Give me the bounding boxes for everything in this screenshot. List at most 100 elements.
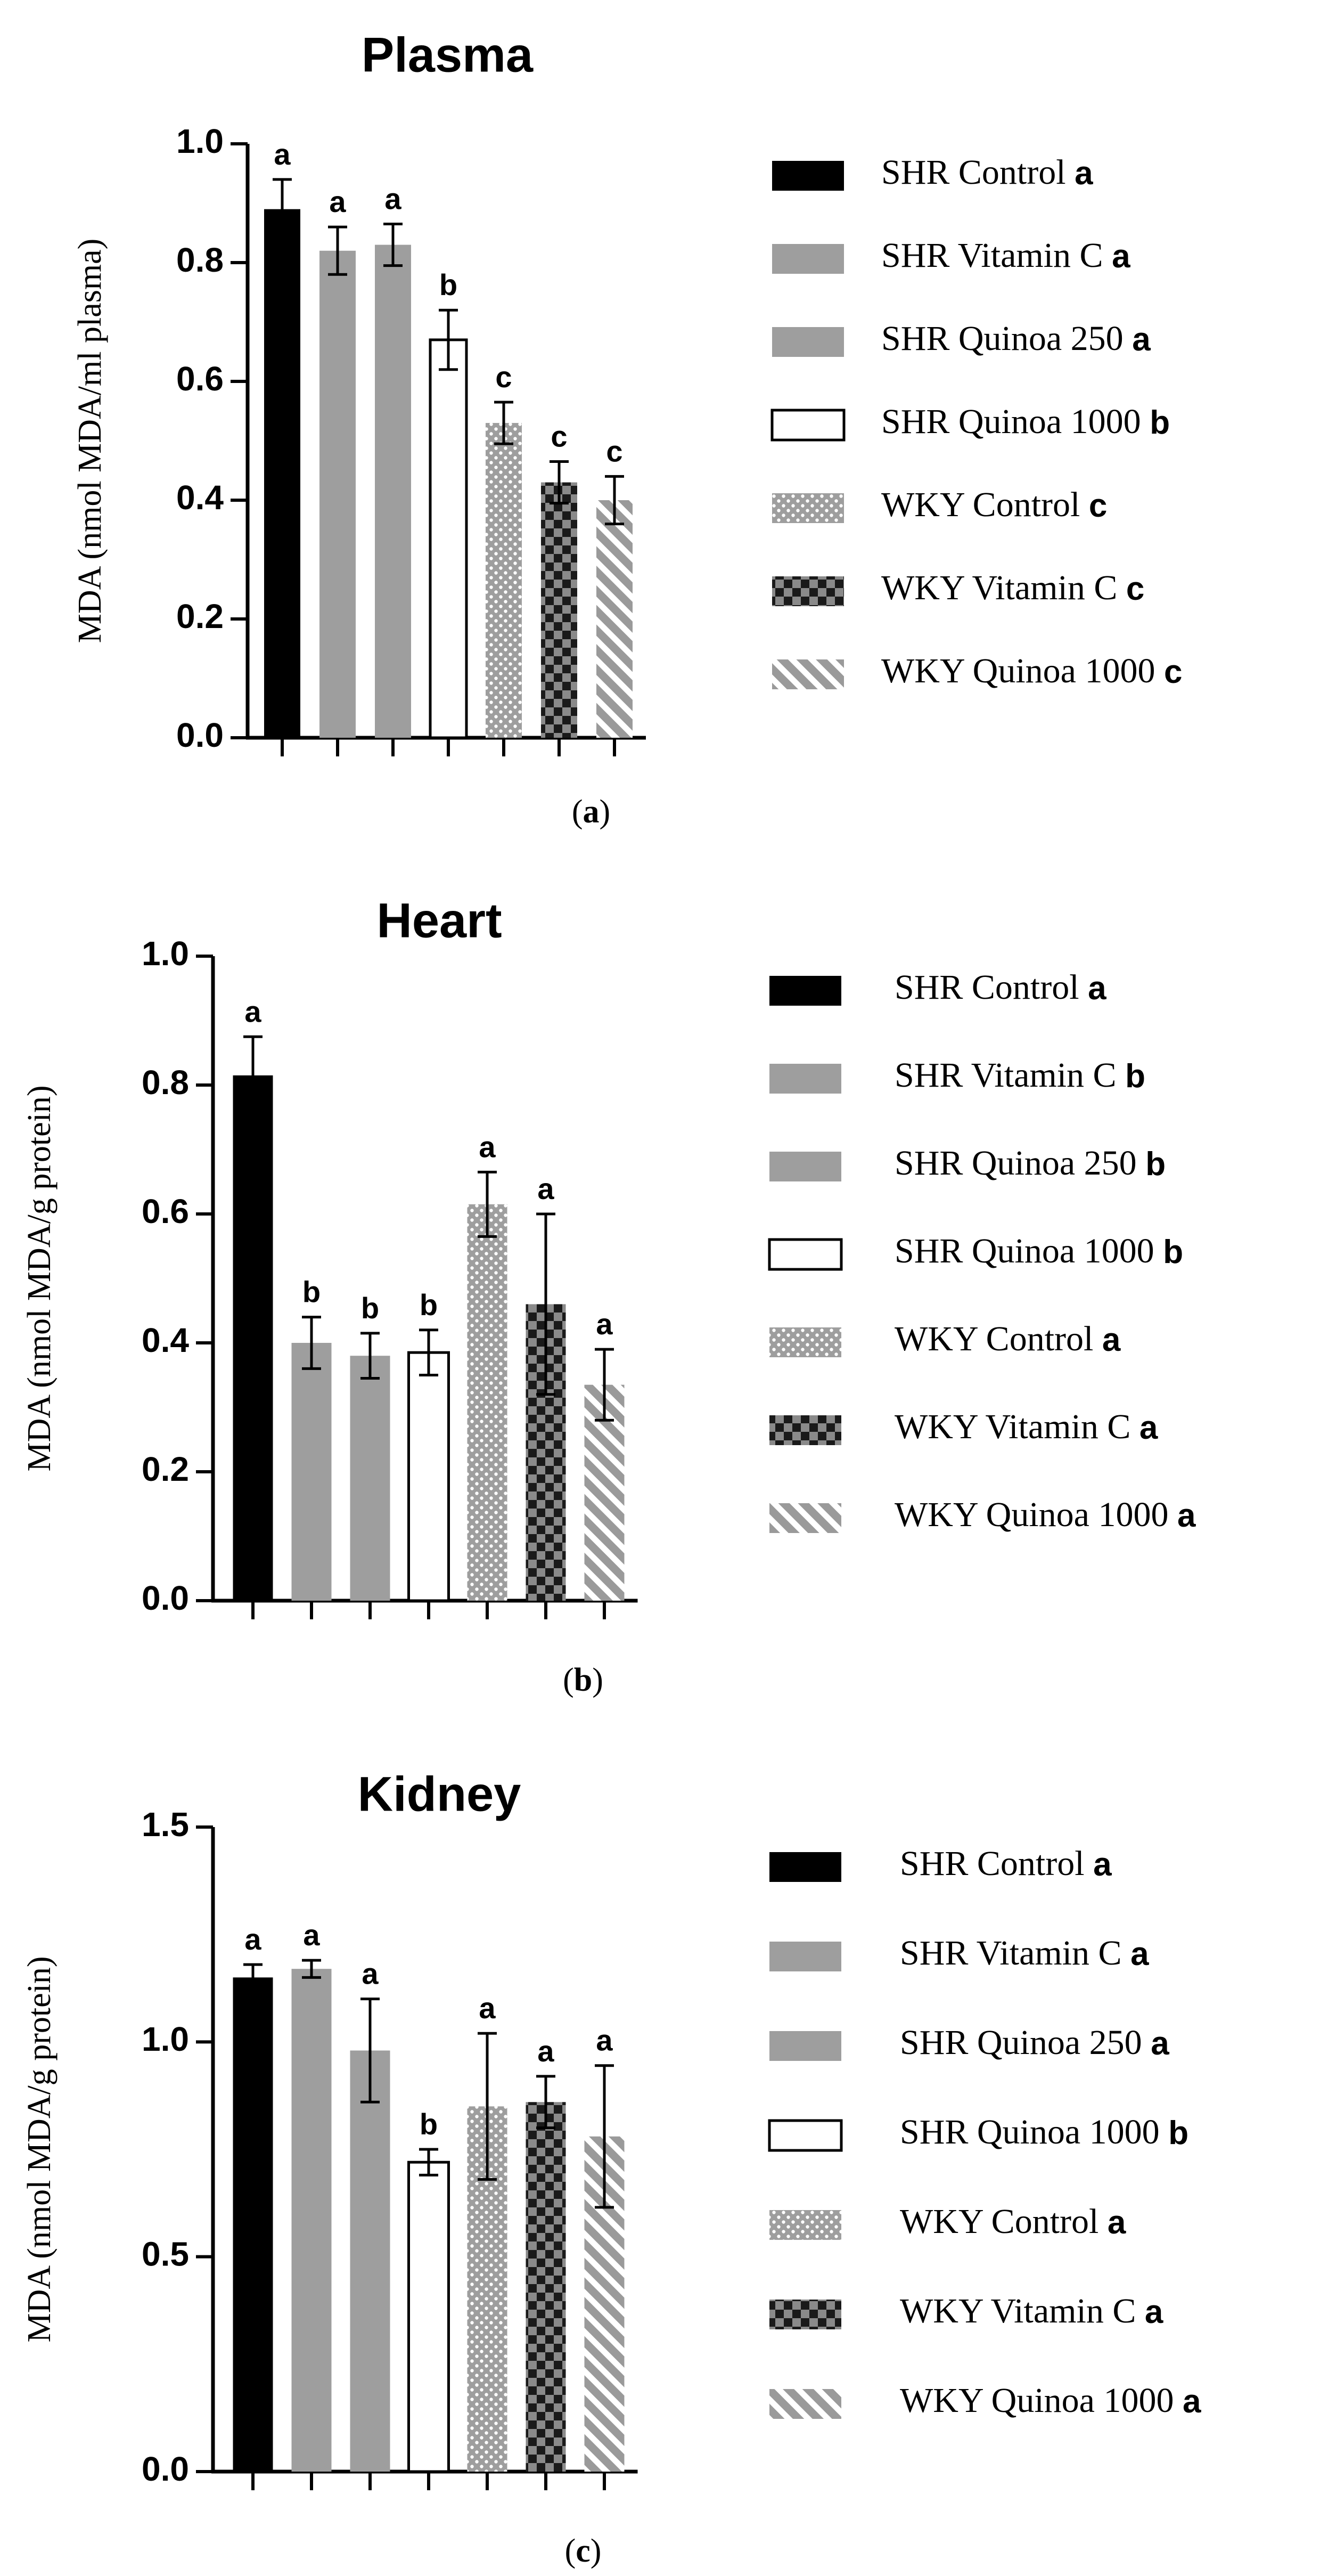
error-bar bbox=[273, 178, 292, 240]
error-bar bbox=[419, 2148, 438, 2176]
error-bar bbox=[439, 308, 458, 371]
legend-label: SHR Vitamin C a bbox=[881, 236, 1130, 275]
significance-label: c bbox=[495, 360, 512, 394]
error-bar bbox=[536, 1212, 555, 1396]
y-axis-label: MDA (nmol MDA/ml plasma) bbox=[72, 239, 108, 643]
bar-shr-quinoa-250 bbox=[375, 244, 411, 738]
y-tick-label: 0.2 bbox=[176, 597, 224, 635]
significance-label: c bbox=[606, 434, 622, 468]
y-tick-label: 0.0 bbox=[176, 716, 224, 754]
error-bar bbox=[478, 1170, 497, 1238]
significance-label: c bbox=[551, 420, 567, 453]
error-bar bbox=[595, 1348, 614, 1422]
chart-panel-plasma: Plasma MDA (nmol MDA/ml plasma) 0.0 0.2 0.4 0… bbox=[72, 28, 1182, 830]
legend-label: SHR Quinoa 1000 b bbox=[881, 402, 1170, 441]
bar-wky-control bbox=[467, 1204, 507, 1601]
legend-label: WKY Control a bbox=[900, 2202, 1126, 2241]
legend-swatch bbox=[768, 2119, 843, 2152]
bar-shr-vitamin-c bbox=[319, 250, 356, 738]
error-bar bbox=[328, 225, 347, 276]
significance-label: a bbox=[596, 1307, 613, 1341]
y-tick-label: 0.8 bbox=[142, 1063, 189, 1102]
legend-swatch bbox=[772, 327, 844, 357]
significance-label: a bbox=[537, 2034, 554, 2068]
legend-swatch bbox=[770, 409, 846, 442]
bar-shr-control bbox=[264, 209, 300, 738]
legend-swatch bbox=[769, 1852, 841, 1882]
panel-label: (a) bbox=[572, 794, 610, 830]
legend-label: SHR Quinoa 250 b bbox=[895, 1144, 1166, 1183]
legend-swatch bbox=[769, 2210, 841, 2240]
y-axis-label: MDA (nmol MDA/g protein) bbox=[21, 1085, 58, 1471]
legend-swatch bbox=[769, 2300, 841, 2329]
legend-label: SHR Vitamin C a bbox=[900, 1934, 1149, 1972]
legend-label: WKY Quinoa 1000 a bbox=[900, 2381, 1201, 2420]
error-bar bbox=[243, 1963, 263, 1992]
error-bar bbox=[360, 1332, 380, 1380]
chart-panel-heart: Heart MDA (nmol MDA/g protein) 0.0 0.2 0.4 0.… bbox=[21, 893, 1196, 1698]
legend-label: SHR Control a bbox=[900, 1844, 1112, 1883]
legend-label: WKY Vitamin C c bbox=[881, 568, 1144, 607]
legend-label: SHR Quinoa 1000 b bbox=[895, 1232, 1183, 1270]
y-tick-label: 0.6 bbox=[176, 360, 224, 398]
y-tick-label: 0.4 bbox=[176, 478, 224, 517]
error-bar bbox=[243, 1035, 263, 1115]
legend-entry-wky-vitamin-c: WKY Vitamin C a bbox=[769, 2292, 1163, 2330]
legend-label: SHR Control a bbox=[895, 968, 1106, 1007]
y-tick-label: 0.4 bbox=[142, 1321, 189, 1359]
error-bar bbox=[302, 1959, 321, 1979]
legend-label: SHR Quinoa 250 a bbox=[881, 319, 1151, 358]
legend-entry-shr-control: SHR Control a bbox=[769, 1844, 1112, 1883]
legend-entry-wky-control: WKY Control a bbox=[769, 1319, 1121, 1358]
y-tick-label: 0.8 bbox=[176, 241, 224, 279]
y-tick-label: 0.2 bbox=[142, 1450, 189, 1488]
significance-label: a bbox=[244, 994, 261, 1028]
significance-label: a bbox=[244, 1922, 261, 1956]
chart-title: Heart bbox=[376, 893, 502, 948]
legend-label: WKY Quinoa 1000 a bbox=[895, 1495, 1196, 1534]
error-bar bbox=[536, 2075, 555, 2130]
legend-label: WKY Control a bbox=[895, 1319, 1121, 1358]
y-tick-label: 0.5 bbox=[142, 2235, 189, 2273]
significance-label: a bbox=[479, 1991, 496, 2025]
legend-swatch bbox=[772, 161, 844, 191]
legend-label: SHR Control a bbox=[881, 153, 1093, 192]
significance-label: b bbox=[420, 2107, 438, 2141]
legend-entry-wky-vitamin-c: WKY Vitamin C a bbox=[769, 1407, 1158, 1446]
significance-label: a bbox=[384, 182, 401, 216]
y-tick-label: 1.5 bbox=[142, 1805, 189, 1844]
significance-label: a bbox=[537, 1172, 554, 1205]
legend-swatch bbox=[772, 493, 844, 523]
bar-shr-quinoa-1000 bbox=[429, 338, 468, 739]
panel-label: (c) bbox=[565, 2533, 602, 2569]
error-bar bbox=[302, 1316, 321, 1370]
bar-shr-control bbox=[233, 1977, 273, 2472]
legend-swatch bbox=[769, 1942, 841, 1971]
legend-entry-shr-quinoa-1000: SHR Quinoa 1000 b bbox=[768, 2113, 1188, 2152]
bar-shr-quinoa-1000 bbox=[407, 2161, 450, 2473]
y-tick-label: 0.0 bbox=[142, 2450, 189, 2488]
legend-swatch bbox=[772, 244, 844, 274]
legend-label: SHR Quinoa 1000 b bbox=[900, 2113, 1188, 2151]
legend-swatch bbox=[769, 1415, 841, 1445]
error-bar bbox=[360, 1998, 380, 2104]
legend-swatch bbox=[769, 1064, 841, 1094]
panel-label: (b) bbox=[563, 1662, 603, 1698]
legend-entry-wky-control: WKY Control a bbox=[769, 2202, 1126, 2241]
legend-entry-shr-quinoa-1000: SHR Quinoa 1000 b bbox=[768, 1232, 1183, 1271]
error-bar bbox=[478, 2032, 497, 2181]
legend-entry-wky-vitamin-c: WKY Vitamin C c bbox=[772, 568, 1144, 607]
legend-swatch bbox=[769, 976, 841, 1006]
legend-swatch bbox=[772, 659, 844, 689]
y-tick-label: 0.0 bbox=[142, 1579, 189, 1617]
legend-entry-wky-quinoa-1000: WKY Quinoa 1000 c bbox=[772, 651, 1182, 690]
bar-shr-quinoa-250 bbox=[350, 2050, 390, 2472]
legend-entry-shr-vitamin-c: SHR Vitamin C b bbox=[769, 1056, 1145, 1095]
significance-label: a bbox=[329, 185, 346, 218]
significance-label: b bbox=[439, 268, 457, 301]
y-tick-label: 1.0 bbox=[176, 122, 224, 160]
error-bar bbox=[494, 401, 513, 445]
bar-shr-quinoa-1000 bbox=[407, 1351, 450, 1602]
legend-label: SHR Vitamin C b bbox=[895, 1056, 1145, 1095]
